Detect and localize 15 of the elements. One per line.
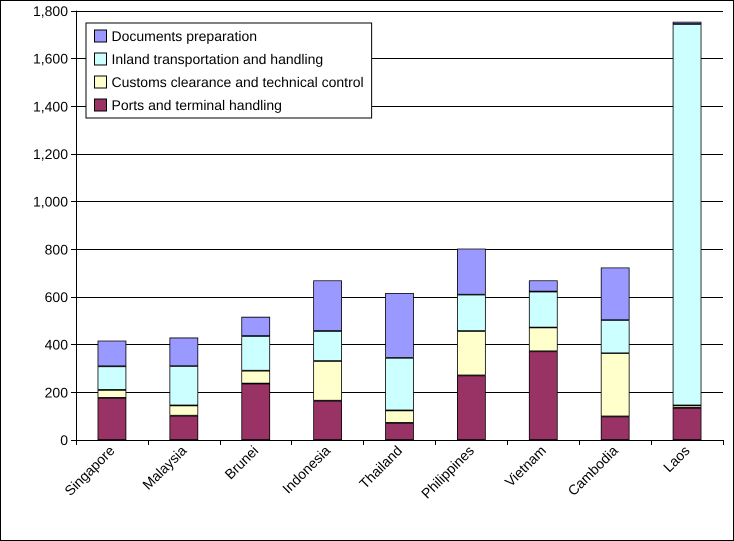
y-tick-label: 1,200	[32, 146, 68, 162]
y-tick-label: 1,600	[32, 50, 68, 67]
y-tick-label: 1,800	[32, 3, 68, 19]
y-tick-label: 0	[60, 432, 68, 448]
legend-label: Customs clearance and technical control	[112, 74, 364, 90]
y-tick-label: 1,000	[32, 194, 68, 210]
y-tick-label: 800	[44, 241, 68, 258]
y-tick-label: 400	[44, 336, 68, 353]
legend-label: Ports and terminal handling	[112, 97, 282, 113]
y-tick-label: 1,400	[32, 98, 68, 114]
y-tick-label: 200	[44, 384, 68, 400]
legend-label: Documents preparation	[112, 28, 258, 44]
y-tick-label: 600	[44, 289, 68, 305]
bar	[672, 408, 702, 440]
legend-label: Inland transportation and handling	[112, 51, 324, 67]
